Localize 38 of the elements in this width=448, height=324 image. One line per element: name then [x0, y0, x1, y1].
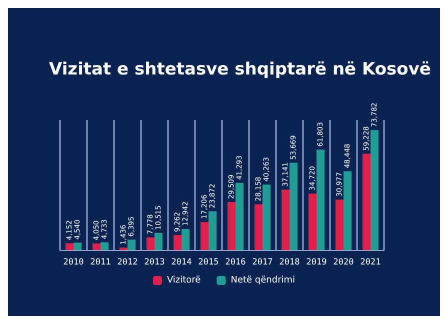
bar [154, 232, 162, 250]
bar [200, 222, 208, 250]
x-tick-label: 2013 [144, 258, 165, 268]
bar [336, 200, 344, 250]
x-tick-label: 2021 [360, 258, 381, 268]
legend-label: Netë qëndrimi [230, 276, 296, 286]
bar [236, 182, 244, 250]
bar [128, 240, 136, 250]
legend-label: Vizitorë [166, 276, 202, 286]
bar [208, 211, 216, 250]
bar [308, 194, 316, 250]
chart-title: Vizitat e shtetasve shqiptarë në Kosovë [49, 60, 431, 80]
bar [66, 243, 74, 250]
bar [370, 130, 378, 250]
bar [344, 171, 352, 250]
bar [362, 154, 370, 250]
bar [282, 190, 290, 250]
x-tick-label: 2014 [171, 258, 192, 268]
x-tick-label: 2019 [306, 258, 327, 268]
bar [92, 243, 100, 250]
bar [290, 162, 298, 250]
x-tick-label: 2011 [90, 258, 111, 268]
x-tick-label: 2012 [117, 258, 138, 268]
bar [228, 202, 236, 250]
bar [316, 150, 324, 250]
bar [254, 204, 262, 250]
bar [174, 234, 182, 250]
bar [262, 184, 270, 250]
x-tick-label: 2016 [225, 258, 246, 268]
bar [146, 237, 154, 250]
bar [74, 242, 82, 250]
bar [182, 228, 190, 250]
x-tick-label: 2015 [198, 258, 219, 268]
x-tick-label: 2018 [279, 258, 300, 268]
bar [100, 242, 108, 250]
x-tick-label: 2010 [63, 258, 84, 268]
x-tick-label: 2017 [252, 258, 273, 268]
x-tick-label: 2020 [333, 258, 354, 268]
